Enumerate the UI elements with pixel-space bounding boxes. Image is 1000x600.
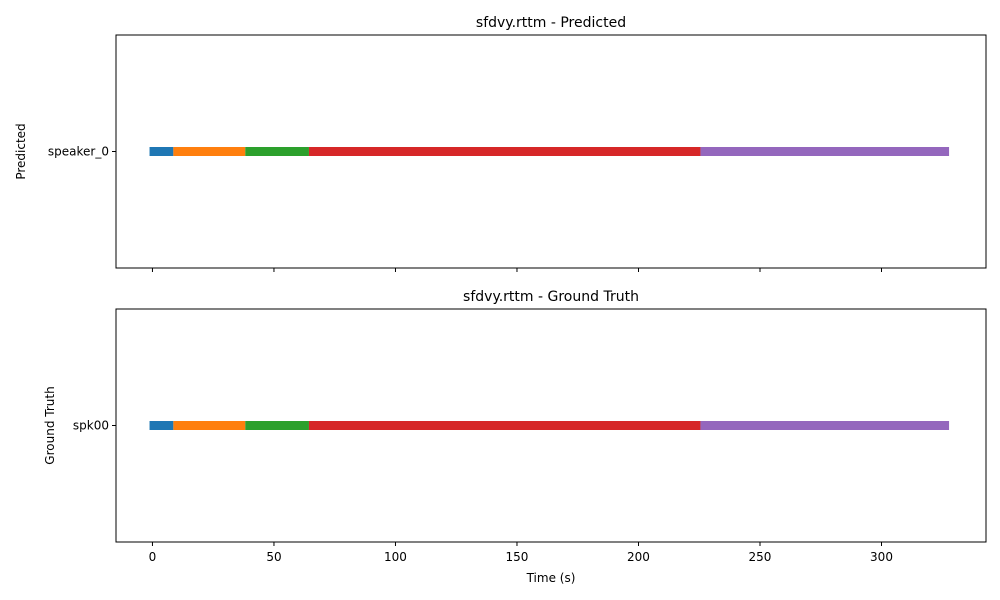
speaker-segment [308,147,701,156]
x-tick-label: 150 [506,550,529,564]
x-axis-title: Time (s) [526,571,576,585]
chart-title: sfdvy.rttm - Predicted [476,15,626,31]
speaker-segment [149,147,174,156]
x-tick-label: 0 [149,550,157,564]
x-tick-label: 50 [266,550,281,564]
y-tick-label: speaker_0 [48,145,109,159]
y-axis-title: Ground Truth [43,386,57,464]
y-axis-title: Predicted [14,123,28,179]
chart-title: sfdvy.rttm - Ground Truth [463,289,639,305]
y-tick-label: spk00 [73,419,109,433]
x-tick-label: 300 [870,550,893,564]
speaker-segment [308,421,701,430]
chart-panel-ground-truth: spk00 0 50 100 150 200 250 300 sfdvy.rttm - Grou… [43,289,987,585]
speaker-segment [700,421,950,430]
chart-panel-predicted: speaker_0 sfdvy.rttm - Predicted Predicted [14,15,987,272]
speaker-segment [149,421,174,430]
x-tick-label: 200 [627,550,650,564]
speaker-segment [173,147,246,156]
speaker-segment [173,421,246,430]
speaker-segment [700,147,950,156]
x-tick-label: 250 [749,550,772,564]
x-tick-label: 100 [384,550,407,564]
speaker-segment [245,421,309,430]
speaker-segment [245,147,309,156]
